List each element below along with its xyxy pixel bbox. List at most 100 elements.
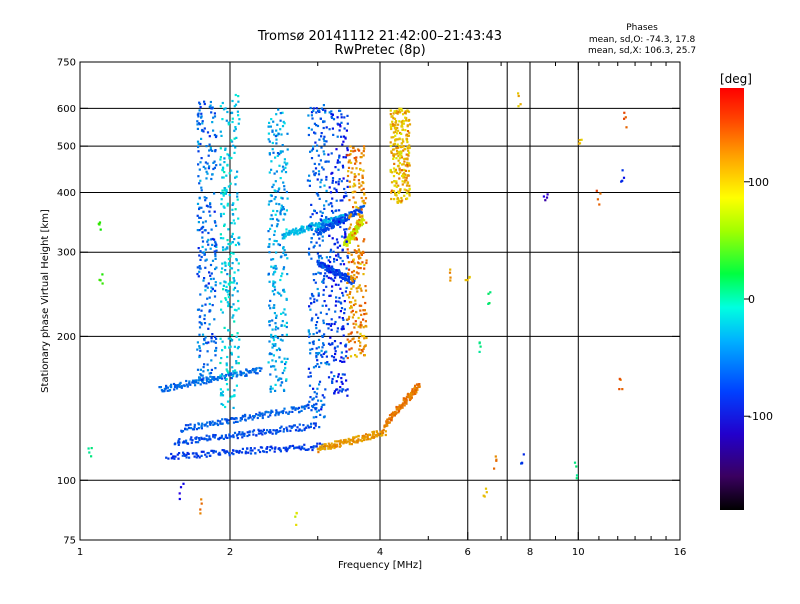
echo-point [216,377,219,380]
echo-point [373,435,376,438]
echo-point [342,156,345,159]
echo-point [360,289,363,292]
grid-lines [80,62,680,540]
echo-point [361,350,364,353]
echo-point [277,430,280,433]
echo-point [170,383,173,386]
echo-point [399,111,402,114]
echo-point [252,433,255,436]
echo-point [385,420,388,423]
echo-point [224,147,227,150]
echo-point [416,383,419,386]
echo-point [363,238,366,241]
echo-point [203,363,206,366]
echo-point [187,452,190,455]
echo-point [198,345,201,348]
y-tick-label: 500 [57,142,76,153]
echo-point [332,219,335,222]
echo-point [240,371,243,374]
echo-point [285,378,288,381]
colorbar-tick-label: 0 [748,293,755,306]
echo-point [224,264,227,267]
echo-point [317,399,320,402]
echo-point [340,180,343,183]
echo-point [360,189,363,192]
echo-point [226,290,229,293]
echo-point [282,428,286,431]
echo-point [286,357,289,360]
echo-point [311,227,314,230]
echo-point [332,118,336,121]
echo-point [283,232,286,236]
echo-point [210,111,213,114]
echo-point [197,142,200,145]
echo-point [350,236,353,239]
echo-point [208,143,211,146]
echo-point [184,428,187,431]
echo-point [363,435,366,438]
echo-point [390,189,393,192]
echo-point [307,126,310,130]
echo-point [223,157,226,160]
echo-point [285,209,288,212]
echo-point [226,436,229,439]
echo-point [306,424,309,427]
echo-point [271,290,274,293]
echo-point [189,438,192,441]
echo-point [167,457,170,460]
echo-point [381,431,385,435]
echo-point [341,317,344,320]
echo-point [286,429,289,433]
echo-point [238,118,241,121]
echo-point [254,369,257,372]
echo-point [478,341,481,344]
echo-point [313,403,316,406]
echo-point [356,261,360,264]
echo-point [364,197,368,200]
echo-point [403,147,406,151]
echo-point [288,233,291,236]
echo-point [396,143,399,146]
echo-point [226,164,229,167]
echo-point [353,249,356,252]
echo-point [324,361,327,365]
echo-point [404,179,407,182]
echo-point [336,122,339,125]
echo-point [321,403,324,406]
echo-point [327,203,330,206]
echo-point [231,120,234,124]
echo-point [221,246,225,249]
echo-point [285,446,288,449]
echo-point [230,372,233,375]
echo-point [224,281,227,284]
echo-point [517,105,520,108]
echo-point [365,438,368,441]
echo-point [284,366,287,370]
echo-point [339,439,342,442]
echo-point [398,190,401,193]
echo-point [199,508,202,511]
echo-point [316,353,320,356]
echo-point [323,447,326,450]
echo-point [322,319,325,322]
echo-point [309,308,312,311]
echo-point [277,190,280,193]
echo-point [257,432,260,435]
echo-point [231,99,234,103]
echo-point [230,395,233,398]
echo-point [285,426,288,429]
echo-point [360,313,363,316]
echo-point [222,403,225,407]
echo-point [268,245,271,248]
echo-point [209,274,212,277]
echo-point [228,194,231,197]
echo-point [316,263,320,266]
echo-point [207,341,210,344]
echo-point [205,177,208,180]
echo-point [398,177,401,180]
echo-point [236,420,239,423]
echo-point [200,502,203,505]
echo-point [228,243,231,246]
echo-point [328,445,331,448]
echo-point [225,383,229,386]
